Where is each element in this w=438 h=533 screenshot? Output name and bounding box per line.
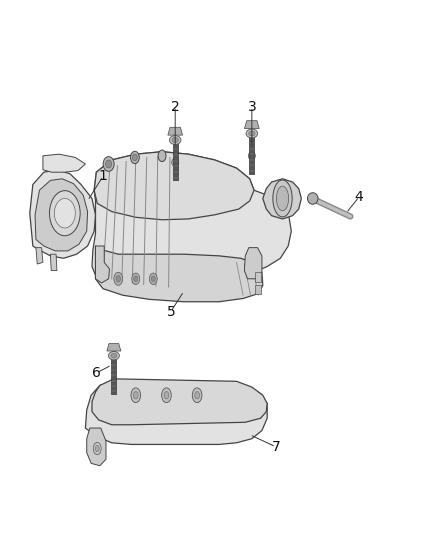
Ellipse shape	[114, 272, 123, 285]
Ellipse shape	[158, 150, 166, 161]
Ellipse shape	[134, 276, 138, 281]
Polygon shape	[249, 134, 254, 174]
Ellipse shape	[192, 388, 202, 402]
Ellipse shape	[49, 191, 80, 236]
Ellipse shape	[116, 276, 120, 282]
Ellipse shape	[131, 151, 139, 164]
Polygon shape	[255, 272, 261, 282]
Ellipse shape	[54, 198, 75, 228]
Ellipse shape	[151, 276, 155, 281]
Text: 3: 3	[247, 100, 256, 114]
Ellipse shape	[93, 442, 101, 455]
Polygon shape	[255, 285, 261, 294]
Ellipse shape	[249, 131, 255, 136]
Polygon shape	[94, 152, 254, 220]
Polygon shape	[244, 120, 259, 128]
Ellipse shape	[149, 273, 157, 285]
Ellipse shape	[108, 351, 120, 360]
Ellipse shape	[95, 446, 99, 451]
Ellipse shape	[172, 158, 179, 166]
Polygon shape	[92, 379, 267, 425]
Ellipse shape	[307, 193, 318, 204]
Polygon shape	[111, 357, 117, 394]
Ellipse shape	[172, 138, 178, 142]
Ellipse shape	[162, 388, 171, 402]
Ellipse shape	[132, 154, 137, 161]
Polygon shape	[30, 169, 95, 259]
Text: 7: 7	[272, 440, 280, 454]
Polygon shape	[87, 428, 106, 466]
Polygon shape	[168, 127, 183, 135]
Polygon shape	[173, 141, 178, 180]
Polygon shape	[85, 381, 267, 445]
Text: 6: 6	[92, 366, 101, 380]
Text: 1: 1	[99, 169, 107, 183]
Ellipse shape	[132, 273, 140, 285]
Ellipse shape	[164, 392, 169, 399]
Polygon shape	[263, 179, 301, 219]
Ellipse shape	[131, 388, 141, 402]
Ellipse shape	[111, 353, 117, 358]
Polygon shape	[107, 344, 121, 351]
Ellipse shape	[273, 180, 292, 217]
Polygon shape	[36, 248, 43, 264]
Text: 5: 5	[166, 304, 175, 319]
Polygon shape	[50, 254, 57, 271]
Text: 2: 2	[171, 100, 180, 114]
Ellipse shape	[248, 152, 255, 160]
Polygon shape	[92, 152, 291, 289]
Text: 4: 4	[355, 190, 364, 204]
Ellipse shape	[276, 186, 289, 211]
Polygon shape	[244, 248, 262, 279]
Ellipse shape	[246, 129, 258, 138]
Polygon shape	[95, 246, 110, 283]
Ellipse shape	[170, 135, 181, 144]
Ellipse shape	[133, 392, 138, 399]
Polygon shape	[95, 246, 263, 302]
Ellipse shape	[103, 157, 114, 172]
Ellipse shape	[106, 160, 112, 168]
Polygon shape	[43, 154, 85, 172]
Polygon shape	[35, 179, 88, 251]
Ellipse shape	[194, 392, 199, 399]
